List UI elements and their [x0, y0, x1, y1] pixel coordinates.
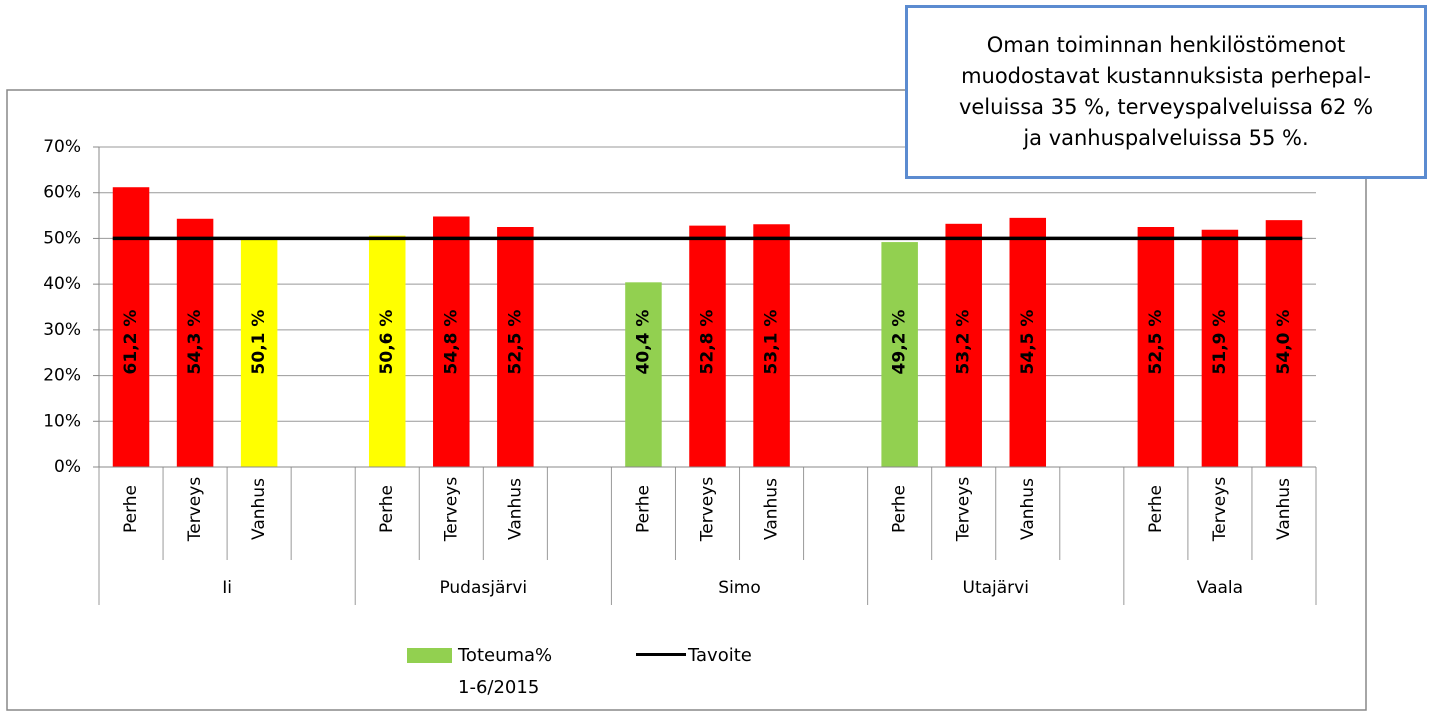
- x-tick-label: Vanhus: [1274, 478, 1294, 540]
- data-label: 54,8 %: [441, 310, 461, 375]
- x-tick-label: Terveys: [954, 477, 974, 543]
- legend-swatch: [636, 653, 686, 656]
- x-tick-label: Perhe: [633, 485, 653, 533]
- legend-label: Tavoite: [688, 645, 752, 666]
- y-tick-label: 40%: [43, 274, 81, 294]
- data-label: 40,4 %: [633, 310, 653, 375]
- bar: [689, 225, 726, 467]
- x-tick-label: Vanhus: [762, 478, 782, 540]
- y-tick-label: 70%: [43, 137, 81, 157]
- x-tick-label: Terveys: [698, 477, 718, 543]
- data-label: 52,5 %: [505, 310, 525, 375]
- x-tick-label: Perhe: [121, 485, 141, 533]
- annotation-box: Oman toiminnan henkilöstömenot muodostava…: [905, 5, 1427, 179]
- data-label: 61,2 %: [121, 310, 141, 375]
- data-label: 50,1 %: [249, 310, 269, 375]
- group-label: Vaala: [1197, 578, 1243, 598]
- bar: [625, 282, 662, 467]
- bar: [1201, 229, 1239, 467]
- x-tick-label: Perhe: [1146, 485, 1166, 533]
- group-label: Simo: [718, 578, 760, 598]
- data-label: 53,2 %: [954, 310, 974, 375]
- x-tick-label: Vanhus: [1018, 478, 1038, 540]
- bar: [176, 218, 214, 467]
- bar: [945, 223, 982, 467]
- bar: [1265, 220, 1303, 467]
- data-label: 49,2 %: [890, 310, 910, 375]
- data-label: 54,5 %: [1018, 310, 1038, 375]
- data-label: 54,0 %: [1274, 310, 1294, 375]
- data-label: 50,6 %: [377, 310, 397, 375]
- annotation-line: veluissa 35 %, terveyspalveluissa 62 %: [958, 95, 1374, 119]
- bar: [881, 242, 918, 467]
- annotation-line: muodostavat kustannuksista perhepal-: [961, 64, 1371, 88]
- bar: [497, 227, 534, 467]
- y-tick-label: 10%: [43, 411, 81, 431]
- legend-label: Toteuma% 1-6/2015: [458, 645, 553, 698]
- x-tick-label: Terveys: [1210, 477, 1230, 543]
- bar: [1137, 227, 1175, 467]
- bar: [368, 235, 406, 467]
- data-label: 51,9 %: [1210, 310, 1230, 375]
- group-label: Ii: [222, 578, 232, 598]
- data-label: 54,3 %: [185, 310, 205, 375]
- data-label: 52,8 %: [698, 310, 718, 375]
- data-label: 52,5 %: [1146, 310, 1166, 375]
- annotation-line: ja vanhuspalveluissa 55 %.: [1023, 126, 1309, 150]
- x-tick-label: Vanhus: [505, 478, 525, 540]
- group-label: Pudasjärvi: [439, 578, 527, 598]
- x-tick-label: Perhe: [890, 485, 910, 533]
- group-label: Utajärvi: [963, 578, 1029, 598]
- bar: [240, 237, 278, 467]
- legend-swatch: [407, 648, 452, 663]
- y-tick-label: 60%: [43, 183, 81, 203]
- y-tick-label: 0%: [54, 457, 81, 477]
- x-tick-label: Terveys: [185, 477, 205, 543]
- data-label: 53,1 %: [762, 310, 782, 375]
- y-tick-label: 20%: [43, 366, 81, 386]
- annotation-line: Oman toiminnan henkilöstömenot: [986, 33, 1346, 57]
- bar: [1009, 217, 1047, 467]
- x-tick-label: Terveys: [441, 477, 461, 543]
- bar: [433, 216, 470, 467]
- x-tick-label: Vanhus: [249, 478, 269, 540]
- y-tick-label: 50%: [43, 228, 81, 248]
- bar: [112, 187, 150, 467]
- x-tick-label: Perhe: [377, 485, 397, 533]
- bar: [753, 224, 790, 467]
- y-tick-label: 30%: [43, 320, 81, 340]
